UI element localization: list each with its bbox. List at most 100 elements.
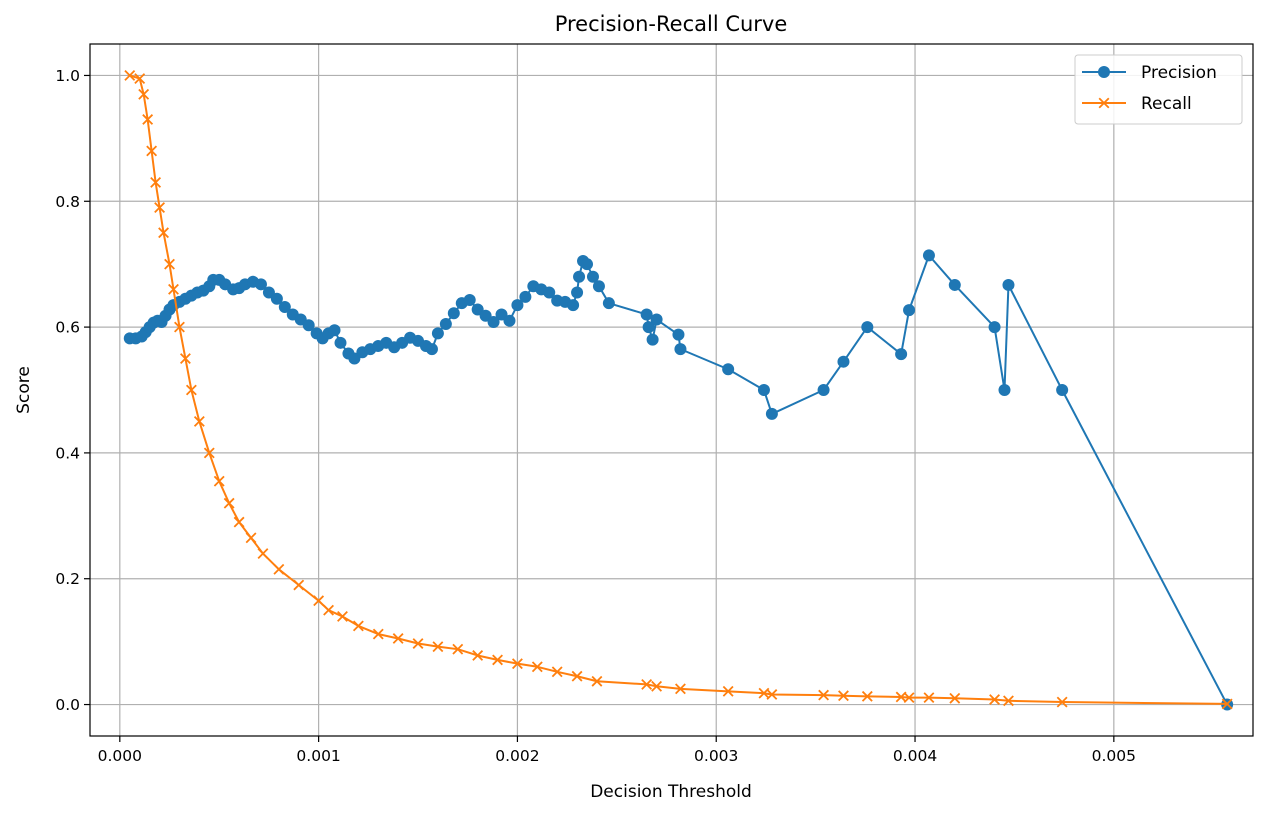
precision-point	[447, 307, 460, 320]
recall-point	[142, 114, 154, 125]
recall-point	[223, 497, 235, 509]
recall-point	[551, 666, 563, 678]
recall-point	[923, 692, 935, 704]
legend: Precision Recall	[1074, 54, 1243, 125]
x-axis: 0.000 0.001 0.002 0.003 0.004 0.005	[98, 736, 1136, 765]
x-tick-label: 0.005	[1092, 747, 1136, 765]
recall-point	[591, 675, 603, 687]
y-tick-label: 0.2	[55, 570, 80, 588]
precision-point	[922, 249, 935, 262]
recall-point	[213, 475, 225, 487]
precision-series	[123, 249, 1234, 711]
precision-point	[487, 316, 500, 329]
recall-point	[193, 416, 205, 427]
recall-point	[293, 579, 305, 591]
y-axis-label: Score	[14, 366, 34, 414]
recall-point	[174, 321, 185, 333]
precision-point	[650, 313, 663, 326]
precision-point	[1002, 278, 1015, 291]
recall-series	[124, 70, 1233, 710]
legend-marker	[1098, 66, 1110, 78]
precision-point	[988, 321, 1001, 334]
precision-point	[757, 384, 770, 396]
recall-point	[124, 70, 136, 81]
recall-point	[766, 689, 778, 700]
recall-point	[492, 654, 503, 666]
precision-point	[519, 290, 532, 303]
legend-entry-precision: Precision	[1082, 63, 1217, 83]
precision-point	[463, 294, 476, 307]
precision-point	[278, 300, 291, 313]
recall-point	[337, 611, 348, 622]
recall-point	[1056, 696, 1068, 708]
precision-point	[817, 384, 830, 396]
x-tick-label: 0.000	[98, 747, 142, 765]
recall-point	[245, 532, 257, 544]
recall-point	[146, 145, 158, 157]
precision-point	[640, 308, 653, 321]
legend-label-recall: Recall	[1141, 94, 1192, 114]
recall-point	[472, 650, 484, 661]
legend-marker	[1098, 97, 1110, 109]
recall-point	[168, 283, 179, 295]
x-tick-label: 0.004	[893, 747, 937, 765]
recall-point	[571, 670, 583, 682]
grid-lines	[90, 44, 1253, 736]
precision-point	[674, 343, 687, 356]
recall-point	[313, 595, 325, 607]
recall-point	[257, 548, 269, 560]
recall-point	[158, 227, 169, 239]
recall-point	[273, 563, 285, 575]
recall-point	[1221, 698, 1233, 710]
recall-point	[641, 678, 653, 690]
y-tick-label: 1.0	[55, 67, 80, 85]
recall-point	[323, 604, 335, 616]
recall-point	[392, 633, 404, 644]
recall-point	[818, 689, 830, 701]
recall-point	[352, 620, 364, 632]
legend-label-precision: Precision	[1141, 63, 1217, 83]
precision-point	[602, 297, 615, 310]
recall-point	[164, 258, 175, 270]
y-axis: 0.0 0.2 0.4 0.6 0.8 1.0	[55, 67, 90, 714]
plot-frame	[89, 43, 1254, 737]
recall-point	[154, 202, 166, 214]
chart-title: Precision-Recall Curve	[555, 12, 788, 36]
recall-point	[861, 690, 873, 702]
precision-point	[431, 327, 444, 340]
precision-point	[571, 286, 584, 299]
y-tick-label: 0.0	[55, 696, 80, 714]
precision-point	[328, 324, 341, 337]
precision-point	[334, 336, 347, 349]
precision-point	[722, 363, 735, 376]
precision-point	[642, 321, 655, 334]
precision-point	[765, 407, 778, 420]
recall-point	[412, 638, 424, 649]
precision-point	[646, 333, 659, 346]
recall-point	[233, 516, 245, 528]
precision-point	[948, 278, 961, 291]
precision-point	[581, 258, 594, 271]
recall-point	[203, 447, 215, 459]
recall-point	[179, 353, 191, 364]
precision-point	[895, 348, 908, 361]
recall-point	[185, 384, 197, 396]
x-tick-label: 0.002	[495, 747, 539, 765]
recall-point	[134, 73, 146, 85]
precision-point	[573, 270, 586, 283]
recall-point	[903, 692, 915, 704]
recall-point	[949, 692, 961, 704]
precision-point	[543, 286, 556, 299]
precision-point	[302, 319, 315, 332]
precision-point	[837, 355, 850, 368]
precision-point	[903, 304, 916, 317]
recall-point	[372, 628, 384, 640]
recall-point	[511, 658, 523, 670]
recall-point	[1003, 695, 1014, 707]
precision-point	[672, 328, 685, 341]
y-tick-label: 0.4	[55, 444, 80, 462]
precision-point	[861, 321, 874, 334]
recall-point	[989, 694, 1000, 705]
recall-point	[452, 643, 464, 655]
